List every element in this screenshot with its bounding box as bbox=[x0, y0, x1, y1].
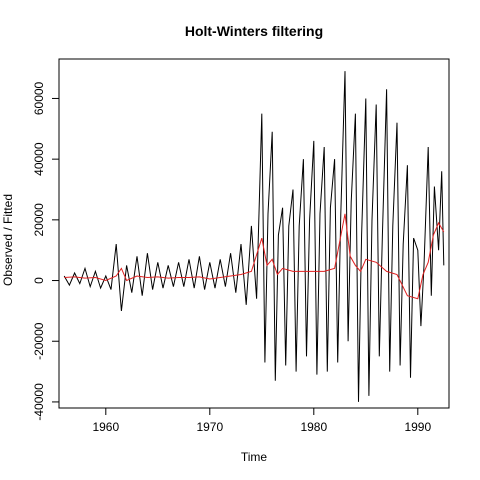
series-layer bbox=[64, 71, 444, 402]
y-tick-label: -40000 bbox=[32, 383, 46, 421]
y-axis-label: Observed / Fitted bbox=[1, 194, 15, 286]
y-tick-label: 40000 bbox=[32, 142, 46, 176]
x-axis-label: Time bbox=[241, 450, 268, 464]
chart-title: Holt-Winters filtering bbox=[185, 23, 323, 39]
y-tick-label: -20000 bbox=[32, 322, 46, 360]
y-tick-label: 60000 bbox=[32, 81, 46, 115]
x-tick-label: 1980 bbox=[300, 420, 327, 434]
y-tick-label: 20000 bbox=[32, 203, 46, 237]
x-tick-label: 1960 bbox=[92, 420, 119, 434]
observed-series-line bbox=[64, 71, 444, 402]
x-tick-label: 1970 bbox=[196, 420, 223, 434]
x-tick-label: 1990 bbox=[404, 420, 431, 434]
y-tick-label: 0 bbox=[32, 277, 46, 284]
